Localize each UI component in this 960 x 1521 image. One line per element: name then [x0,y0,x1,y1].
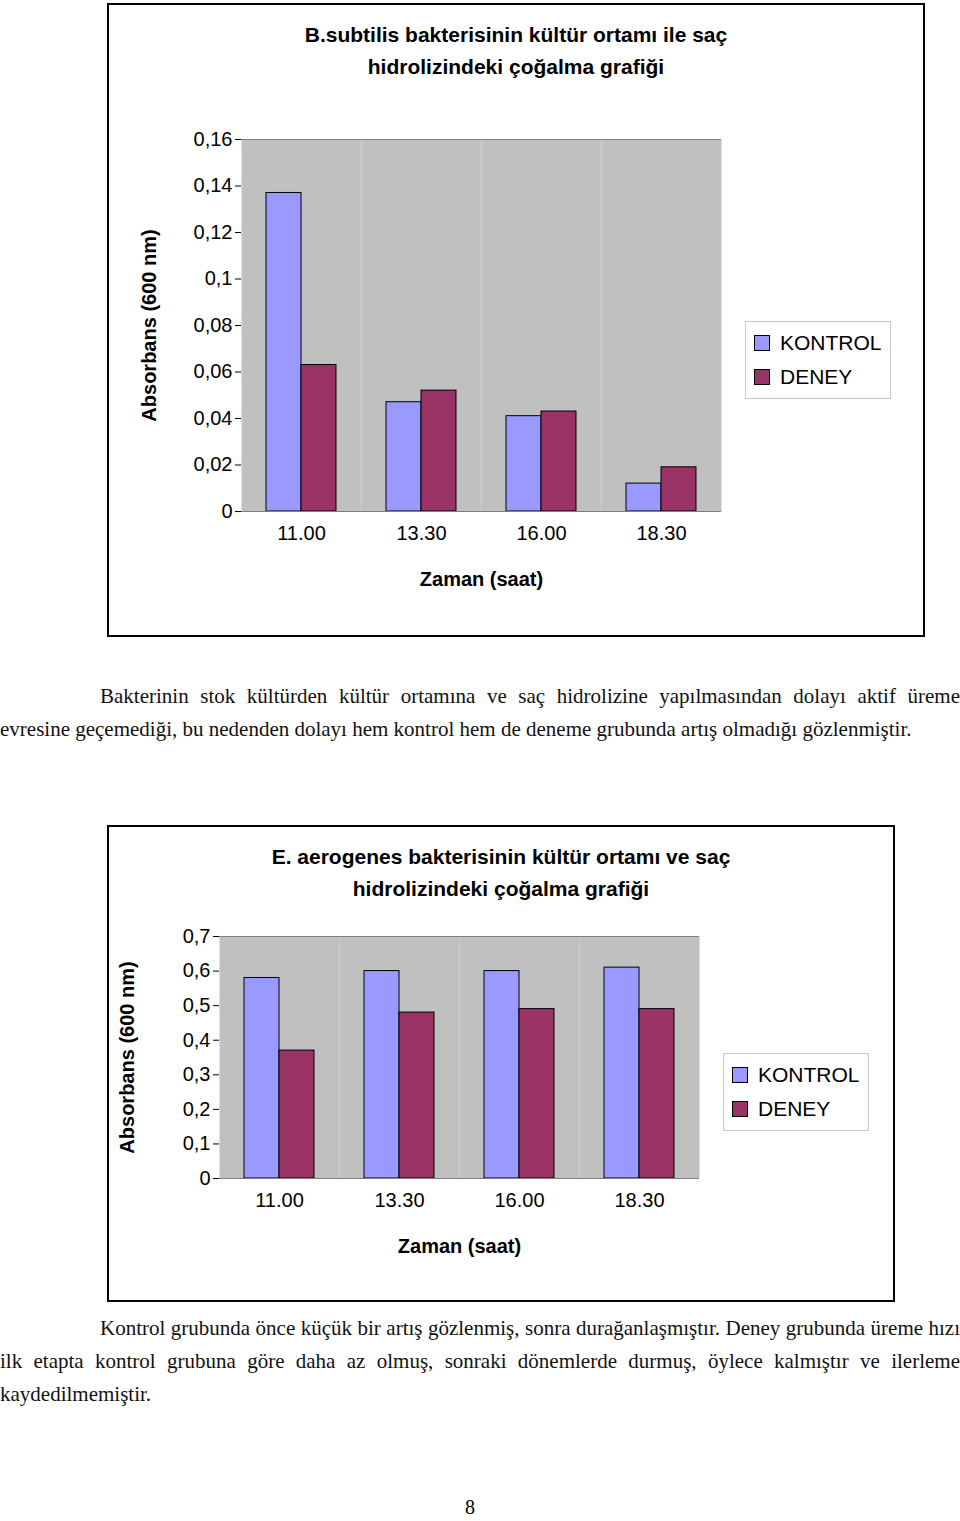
svg-text:0,04: 0,04 [194,407,233,429]
svg-text:13.30: 13.30 [396,522,446,544]
svg-text:18.30: 18.30 [636,522,686,544]
html-text:Bakterinin stok kültürden kült: Bakterinin stok kültürden kültür ortamın… [0,684,960,741]
svg-text:0,12: 0,12 [194,221,233,243]
svg-text:16.00: 16.00 [516,522,566,544]
svg-text:0,4: 0,4 [183,1029,211,1051]
svg-text:0,1: 0,1 [205,267,233,289]
svg-text:16.00: 16.00 [494,1189,544,1211]
html-text:DENEY: DENEY [758,1097,831,1120]
svg-text:0,06: 0,06 [194,360,233,382]
html-text:KONTROL: KONTROL [758,1063,860,1086]
svg-text:Absorbans (600 nm): Absorbans (600 nm) [138,229,160,421]
svg-text:0: 0 [221,500,232,522]
svg-text:11.00: 11.00 [255,1189,304,1211]
html-text:8: 8 [465,1496,475,1518]
svg-text:11.00: 11.00 [277,522,326,544]
html-text:Kontrol grubunda önce küçük bi: Kontrol grubunda önce küçük bir artış gö… [0,1316,960,1406]
svg-text:0,02: 0,02 [194,453,233,475]
svg-text:0,16: 0,16 [194,128,233,150]
svg-text:0,7: 0,7 [183,925,211,947]
svg-text:0,1: 0,1 [183,1132,211,1154]
html-text:KONTROL: KONTROL [780,331,882,354]
svg-text:0,6: 0,6 [183,959,211,981]
html-text:E. aerogenes bakterisinin kült: E. aerogenes bakterisinin kültür ortamı … [271,845,731,900]
svg-text:0,3: 0,3 [183,1063,211,1085]
svg-text:Zaman (saat): Zaman (saat) [420,568,543,590]
svg-text:13.30: 13.30 [374,1189,424,1211]
svg-text:0: 0 [199,1167,210,1189]
svg-text:0,14: 0,14 [194,174,233,196]
svg-text:0,08: 0,08 [194,314,233,336]
html-text:B.subtilis bakterisinin kültür: B.subtilis bakterisinin kültür ortamı il… [304,23,728,78]
svg-text:0,5: 0,5 [183,994,211,1016]
svg-text:0,2: 0,2 [183,1098,211,1120]
svg-text:Absorbans (600 nm): Absorbans (600 nm) [116,961,138,1153]
svg-text:Zaman (saat): Zaman (saat) [398,1235,521,1257]
html-text:DENEY: DENEY [780,365,853,388]
svg-text:18.30: 18.30 [614,1189,664,1211]
